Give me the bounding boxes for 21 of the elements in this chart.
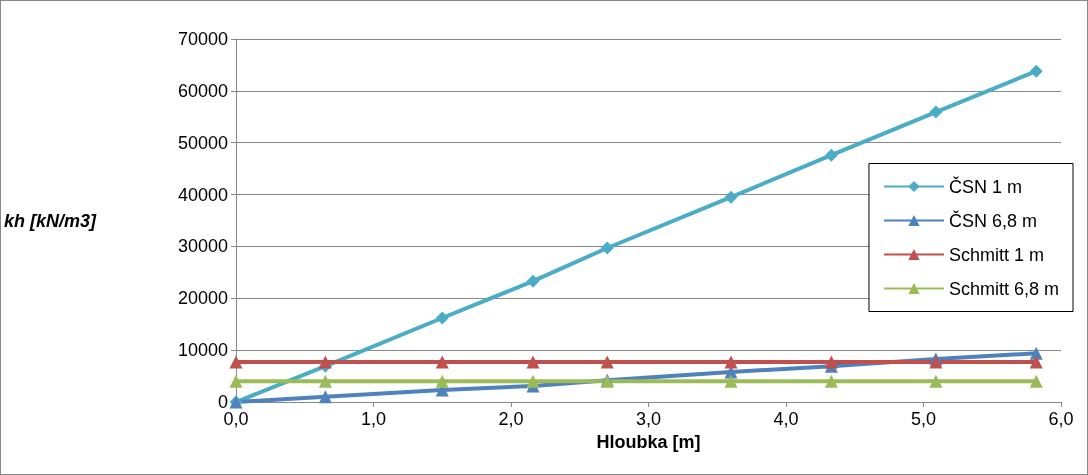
- legend-label: ČSN 6,8 m: [948, 209, 1037, 231]
- x-axis-title: Hloubka [m]: [596, 431, 701, 452]
- y-tick-label: 50000: [177, 132, 229, 153]
- x-tick-label: 3,0: [636, 409, 662, 429]
- y-tick-label: 40000: [177, 184, 229, 205]
- legend-label: Schmitt 1 m: [948, 244, 1044, 265]
- y-tick-label: 30000: [177, 236, 229, 257]
- x-tick-label: 0,0: [223, 409, 249, 429]
- y-tick-label: 10000: [177, 340, 229, 361]
- x-tick-label: 5,0: [910, 409, 937, 429]
- y-tick-label: 20000: [177, 288, 229, 309]
- x-tick-label: 6,0: [1048, 409, 1074, 429]
- y-tick-label: 60000: [177, 80, 229, 101]
- y-tick-label: 0: [218, 392, 229, 412]
- legend-label: ČSN 1 m: [948, 175, 1022, 197]
- x-tick-label: 1,0: [361, 409, 387, 429]
- x-tick-label: 2,0: [498, 409, 524, 429]
- x-tick-label: 4,0: [773, 409, 799, 429]
- y-axis-title: kh [kN/m3]: [3, 210, 98, 231]
- legend-label: Schmitt 6,8 m: [948, 278, 1059, 299]
- y-tick-label: 70000: [177, 29, 229, 49]
